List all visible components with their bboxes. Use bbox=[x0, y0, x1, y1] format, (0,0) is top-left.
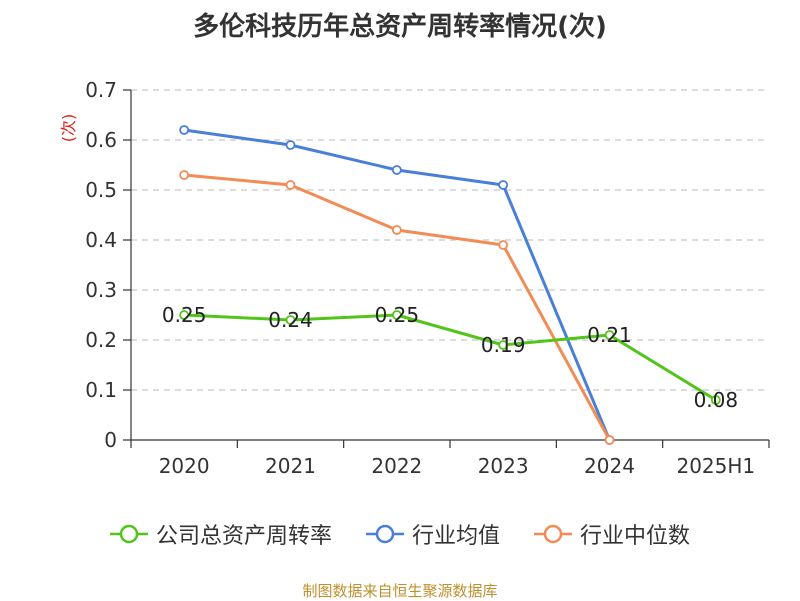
data-point[interactable] bbox=[179, 125, 190, 135]
data-point[interactable] bbox=[285, 180, 296, 190]
data-point[interactable] bbox=[604, 435, 615, 445]
chart-title: 多伦科技历年总资产周转率情况(次) bbox=[193, 12, 607, 42]
series-line bbox=[184, 313, 717, 402]
y-tick-label: 0.3 bbox=[85, 278, 117, 302]
legend-item-company[interactable]: 公司总资产周转率 bbox=[109, 518, 332, 550]
legend-label: 行业中位数 bbox=[580, 524, 691, 549]
data-point[interactable] bbox=[179, 310, 190, 320]
x-tick-label: 2023 bbox=[478, 454, 529, 478]
legend-marker-icon bbox=[109, 524, 148, 544]
x-tick-label: 2021 bbox=[265, 454, 316, 478]
source-note: 制图数据来自恒生聚源数据库 bbox=[302, 582, 498, 600]
y-tick-label: 0.1 bbox=[85, 378, 117, 402]
line-chart: 0 0.1 0.2 0.3 0.4 0.5 0.6 0.7 2020 2021 2022 2023 20… bbox=[59, 78, 770, 478]
series-layer bbox=[179, 125, 721, 445]
data-point[interactable] bbox=[498, 180, 509, 190]
x-tick-label: 2022 bbox=[371, 454, 422, 478]
data-label: 0.25 bbox=[375, 303, 420, 327]
y-tick-label: 0.2 bbox=[85, 328, 117, 352]
data-labels: 0.25 0.24 0.25 0.19 0.21 0.08 bbox=[162, 303, 738, 412]
data-point[interactable] bbox=[710, 395, 721, 405]
data-label: 0.19 bbox=[481, 333, 526, 357]
data-label: 0.24 bbox=[268, 308, 313, 332]
data-point[interactable] bbox=[285, 315, 296, 325]
y-axis-label: (次) bbox=[59, 114, 78, 143]
data-point[interactable] bbox=[179, 170, 190, 180]
y-tick-label: 0.5 bbox=[85, 178, 117, 202]
x-tick-label: 2025H1 bbox=[676, 454, 755, 478]
legend-item-industry-mean[interactable]: 行业均值 bbox=[365, 518, 500, 550]
data-point[interactable] bbox=[498, 340, 509, 350]
data-point[interactable] bbox=[604, 330, 615, 340]
data-point[interactable] bbox=[391, 165, 402, 175]
x-tick-label: 2024 bbox=[584, 454, 635, 478]
legend-label: 公司总资产周转率 bbox=[155, 524, 332, 549]
y-tick-label: 0.6 bbox=[85, 128, 117, 152]
legend-marker-icon bbox=[365, 524, 404, 544]
legend: 公司总资产周转率 行业均值 行业中位数 bbox=[0, 518, 800, 550]
data-point[interactable] bbox=[391, 310, 402, 320]
legend-item-industry-median[interactable]: 行业中位数 bbox=[534, 518, 690, 550]
data-label: 0.25 bbox=[162, 303, 207, 327]
legend-label: 行业均值 bbox=[411, 524, 500, 549]
axes: 0 0.1 0.2 0.3 0.4 0.5 0.6 0.7 2020 2021 2022 2023 20… bbox=[85, 78, 770, 478]
data-point[interactable] bbox=[285, 140, 296, 150]
data-label: 0.08 bbox=[694, 388, 739, 412]
x-tick-label: 2020 bbox=[159, 454, 210, 478]
data-label: 0.21 bbox=[587, 323, 632, 347]
grid-lines bbox=[131, 89, 769, 391]
y-tick-label: 0 bbox=[104, 428, 117, 452]
y-tick-label: 0.7 bbox=[85, 78, 117, 102]
series-line bbox=[183, 128, 611, 441]
data-point[interactable] bbox=[391, 225, 402, 235]
y-tick-label: 0.4 bbox=[85, 228, 117, 252]
legend-marker-icon bbox=[534, 524, 572, 544]
data-point[interactable] bbox=[498, 240, 509, 250]
